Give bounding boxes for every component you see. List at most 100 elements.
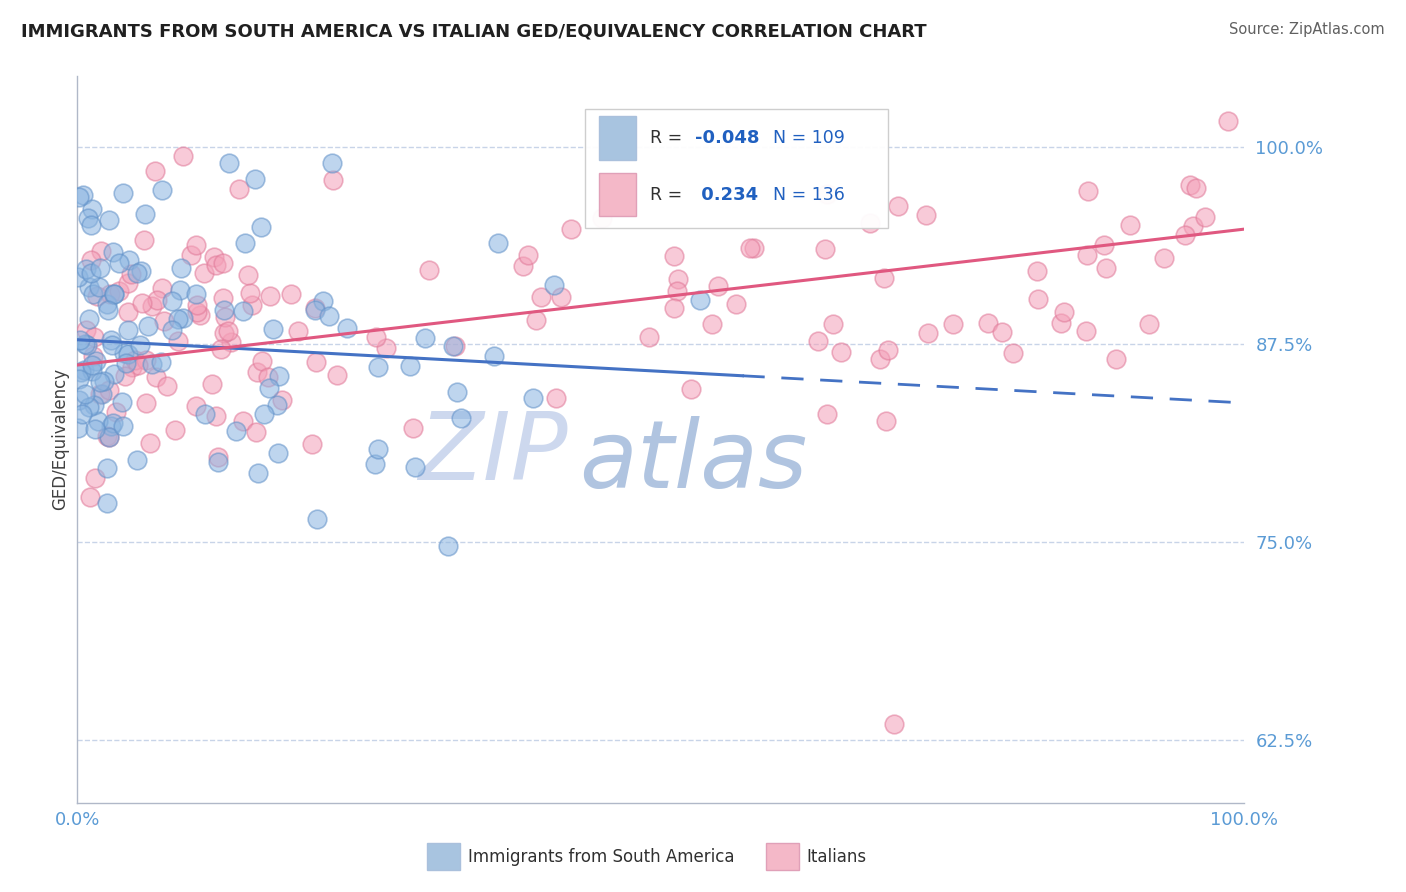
Point xyxy=(859,216,882,230)
Point xyxy=(89,387,111,401)
Point xyxy=(193,266,215,280)
Point xyxy=(228,182,250,196)
Point xyxy=(821,317,844,331)
Point xyxy=(404,459,426,474)
Point xyxy=(259,289,281,303)
Point xyxy=(91,387,114,401)
Point xyxy=(129,264,152,278)
Point xyxy=(1074,324,1097,338)
Point xyxy=(336,320,359,334)
Point xyxy=(304,302,326,317)
Point xyxy=(446,385,468,400)
Point xyxy=(77,400,100,414)
Point xyxy=(204,258,226,272)
Point xyxy=(914,208,936,222)
Point xyxy=(77,211,100,225)
Point xyxy=(591,211,613,225)
Text: N = 109: N = 109 xyxy=(773,129,845,147)
Bar xyxy=(599,117,637,160)
Text: Italians: Italians xyxy=(807,848,868,866)
Point xyxy=(80,266,103,280)
Point xyxy=(86,289,108,303)
Point xyxy=(84,354,107,368)
Point xyxy=(108,255,131,269)
Point xyxy=(813,242,835,256)
Point xyxy=(96,297,118,311)
Point xyxy=(1194,211,1216,225)
Point xyxy=(167,334,190,348)
Point xyxy=(212,326,235,340)
Point xyxy=(1178,178,1201,192)
Point xyxy=(990,325,1012,339)
Point xyxy=(516,248,538,262)
Point xyxy=(103,367,125,381)
Text: ZIP: ZIP xyxy=(418,409,568,500)
Point xyxy=(207,455,229,469)
Point xyxy=(211,256,233,270)
Text: Immigrants from South America: Immigrants from South America xyxy=(468,848,735,866)
Point xyxy=(1053,305,1076,319)
Point xyxy=(169,283,191,297)
Point xyxy=(112,419,135,434)
Point xyxy=(98,287,121,301)
Point xyxy=(76,337,98,351)
Point xyxy=(443,339,465,353)
Point xyxy=(269,368,291,383)
Point xyxy=(318,309,340,323)
Point xyxy=(66,421,89,435)
Point xyxy=(1218,114,1240,128)
Point xyxy=(544,392,567,406)
Point xyxy=(482,349,505,363)
Point xyxy=(875,414,897,428)
Point xyxy=(82,364,104,378)
Point xyxy=(100,333,122,347)
Point xyxy=(186,298,208,312)
Point xyxy=(262,321,284,335)
Point xyxy=(107,284,129,298)
Point xyxy=(266,398,288,412)
Point xyxy=(111,395,134,409)
Bar xyxy=(599,173,637,217)
Point xyxy=(141,300,163,314)
Point xyxy=(163,424,186,438)
Point xyxy=(512,259,534,273)
Point xyxy=(724,297,747,311)
Point xyxy=(188,308,211,322)
Point xyxy=(170,260,193,275)
Text: Source: ZipAtlas.com: Source: ZipAtlas.com xyxy=(1229,22,1385,37)
Point xyxy=(887,199,910,213)
Point xyxy=(186,237,208,252)
Point xyxy=(305,355,328,369)
Point xyxy=(77,312,100,326)
Point xyxy=(1026,293,1049,307)
Point xyxy=(1026,264,1049,278)
Point xyxy=(259,381,281,395)
Point xyxy=(80,219,103,233)
Point xyxy=(77,279,100,293)
Point xyxy=(73,387,96,401)
Point xyxy=(550,290,572,304)
Point xyxy=(815,187,838,202)
Point xyxy=(72,187,94,202)
Point xyxy=(112,186,135,200)
Point xyxy=(543,277,565,292)
Point xyxy=(201,377,224,392)
Point xyxy=(66,269,89,284)
Point xyxy=(143,164,166,178)
Point xyxy=(150,355,173,369)
Point xyxy=(402,421,425,435)
Point xyxy=(136,319,159,334)
Point xyxy=(280,286,302,301)
Point xyxy=(67,189,90,203)
Point xyxy=(180,248,202,262)
Point xyxy=(689,293,711,307)
Point xyxy=(240,298,263,312)
Point xyxy=(1174,228,1197,243)
Y-axis label: GED/Equivalency: GED/Equivalency xyxy=(51,368,69,510)
Point xyxy=(267,446,290,460)
Point xyxy=(156,378,179,392)
Point xyxy=(806,334,828,349)
Point xyxy=(98,213,121,227)
Point xyxy=(93,375,115,389)
Point xyxy=(367,442,389,457)
